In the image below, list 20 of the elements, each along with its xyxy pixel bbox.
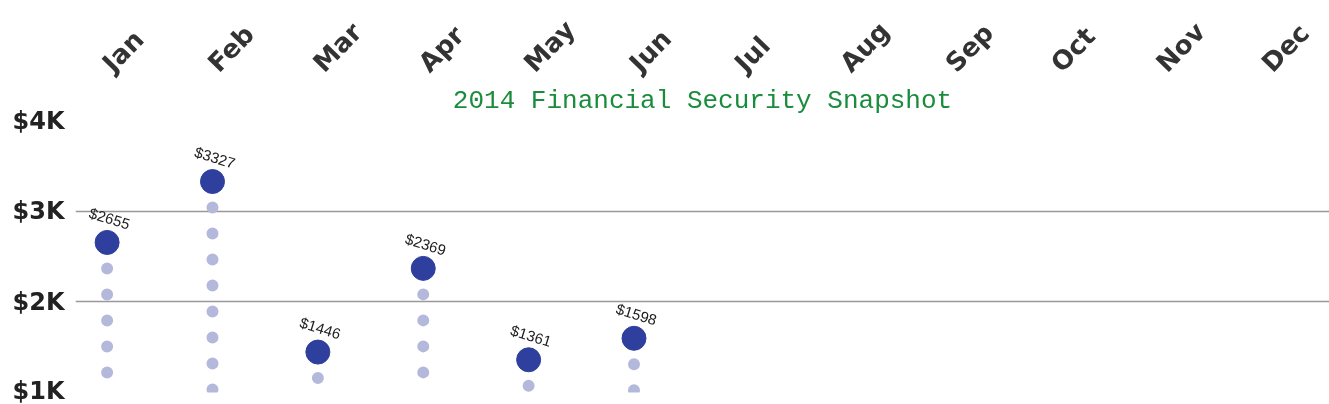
- chart-title: 2014 Financial Security Snapshot: [452, 85, 953, 116]
- data-label: $1598: [614, 299, 659, 329]
- point: [199, 169, 225, 194]
- y-tick-label: $1K: [12, 376, 66, 404]
- data-label: $2369: [403, 229, 449, 259]
- point: [305, 339, 331, 365]
- y-tick-label: $2K: [12, 287, 66, 316]
- y-tick-label: $4K: [12, 106, 66, 135]
- data-label: $1361: [508, 321, 554, 350]
- point: [410, 255, 436, 281]
- data-label: $2655: [87, 204, 133, 233]
- x-tick-label: Jul: [727, 30, 776, 80]
- point: [516, 347, 542, 373]
- x-tick-label: Oct: [1044, 21, 1102, 78]
- point: [621, 325, 647, 351]
- y-tick-label: $3K: [12, 197, 66, 226]
- point: [94, 229, 120, 255]
- x-tick-label: Feb: [201, 19, 261, 78]
- data-label: $3327: [192, 143, 238, 172]
- data-label: $1446: [297, 313, 343, 343]
